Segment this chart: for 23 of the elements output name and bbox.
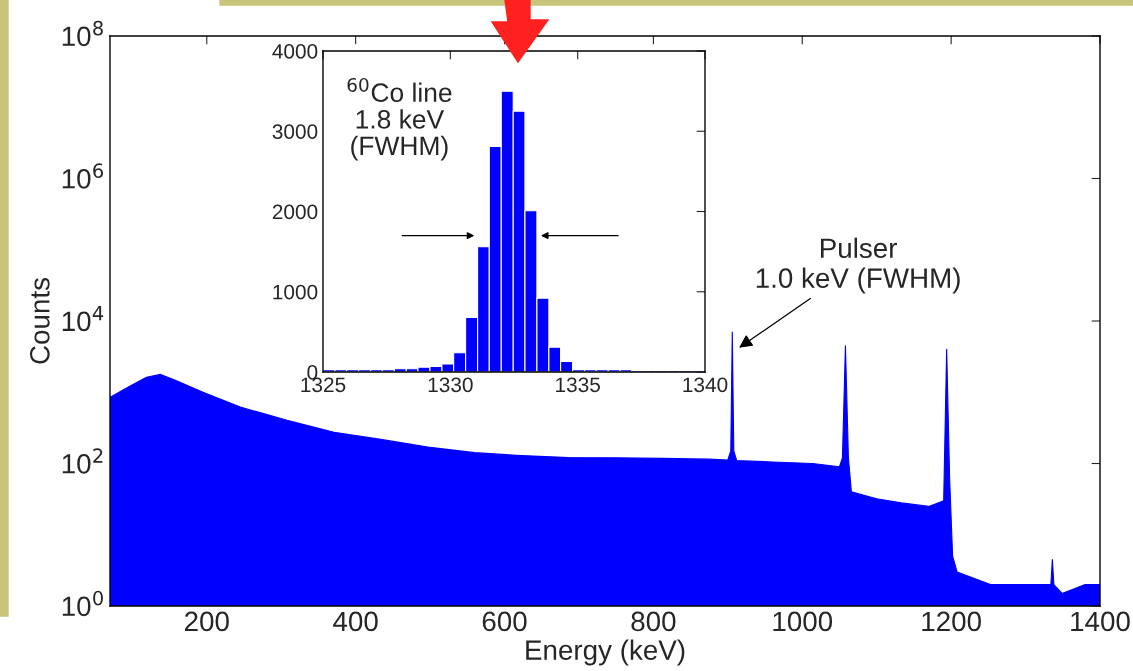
y-axis-title: Counts: [29, 277, 50, 364]
x-axis-title: Energy (keV): [526, 639, 685, 666]
x-tick-label: 1335: [556, 377, 600, 393]
x-tick-label: 800: [631, 611, 676, 632]
annotation: $^{60}$Co line 1.8 keV (FWHM): [347, 77, 452, 161]
y-tick-label: 1000: [273, 284, 318, 300]
x-tick-label: 1400: [1071, 611, 1130, 632]
y-tick-label: 10$^{2}$: [62, 448, 103, 474]
y-tick-label: 3000: [272, 124, 318, 139]
y-tick-label: 10$^{4}$: [62, 306, 104, 332]
x-tick-label: 1330: [428, 377, 473, 393]
x-tick-label: 1340: [683, 377, 728, 393]
x-tick-label: 600: [482, 611, 527, 632]
x-tick-label: 200: [184, 611, 229, 632]
x-tick-label: 1200: [922, 611, 981, 632]
y-tick-label: 10$^{8}$: [62, 20, 103, 47]
y-tick-label: 4000: [272, 44, 318, 59]
y-tick-label: 10$^{0}$: [62, 590, 103, 617]
x-tick-label: 400: [333, 611, 378, 632]
x-tick-label: 1000: [773, 611, 833, 632]
y-tick-label: 2000: [272, 204, 318, 220]
annotation: Pulser 1.0 keV (FWHM): [756, 237, 960, 294]
y-tick-label: 10$^{6}$: [62, 163, 103, 189]
